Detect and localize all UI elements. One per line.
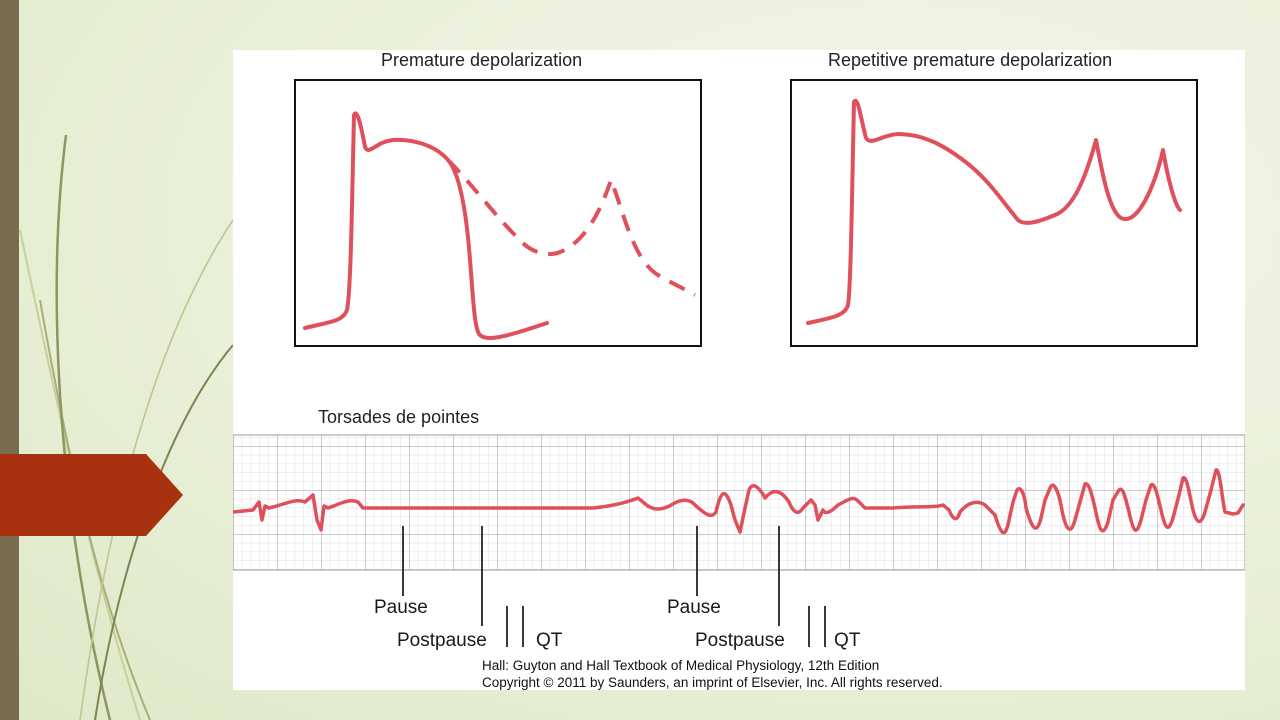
premature-depolarization-dashed-trace (446, 158, 697, 297)
figure-artwork (233, 79, 1245, 647)
qt-label-2: QT (834, 630, 861, 651)
figure-panel: Premature depolarization Repetitive prem… (233, 50, 1245, 690)
ecg-trace (233, 468, 1245, 535)
pause-label-2: Pause (667, 597, 721, 618)
repetitive-depolarization-frame (790, 79, 1198, 347)
action-potential-trace (303, 111, 549, 341)
left-accent-bar (0, 0, 19, 720)
qt-label-1: QT (536, 630, 563, 651)
torsades-de-pointes-title: Torsades de pointes (318, 407, 480, 427)
decorative-curves (19, 134, 234, 720)
credit-line-2: Copyright © 2011 by Saunders, an imprint… (482, 675, 943, 690)
premature-depolarization-title: Premature depolarization (381, 50, 583, 70)
ecg-grid (233, 434, 1245, 571)
repetitive-premature-depolarization-title: Repetitive premature depolarization (828, 50, 1113, 70)
pause-label-1: Pause (374, 597, 428, 618)
annotation-lines (402, 526, 826, 647)
slide-arrow-marker (0, 454, 183, 536)
repetitive-depolarization-trace (806, 98, 1182, 325)
premature-depolarization-frame (294, 79, 702, 347)
credit-line-1: Hall: Guyton and Hall Textbook of Medica… (482, 658, 880, 673)
postpause-label-1: Postpause (397, 630, 487, 651)
postpause-label-2: Postpause (695, 630, 785, 651)
figure-credit: Hall: Guyton and Hall Textbook of Medica… (482, 657, 943, 691)
